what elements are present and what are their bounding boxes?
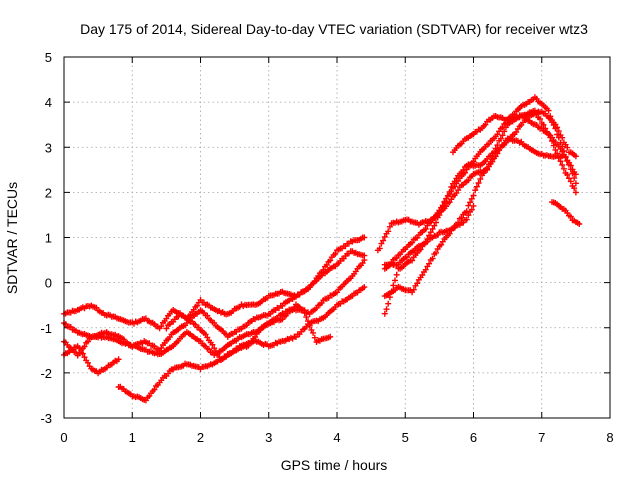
x-tick-label: 0 bbox=[60, 430, 67, 445]
x-tick-label: 2 bbox=[197, 430, 204, 445]
series-track-10 bbox=[381, 135, 566, 300]
y-tick-label: 2 bbox=[45, 185, 52, 200]
y-tick-label: 5 bbox=[45, 50, 52, 65]
y-tick-label: -3 bbox=[40, 411, 52, 426]
x-tick-label: 6 bbox=[470, 430, 477, 445]
x-tick-label: 3 bbox=[265, 430, 272, 445]
series-marks bbox=[381, 135, 566, 300]
x-tick-label: 8 bbox=[606, 430, 613, 445]
series-marks bbox=[381, 107, 579, 317]
series-track-11 bbox=[381, 202, 477, 269]
y-tick-labels: -3 -2 -1 0 1 2 3 4 5 bbox=[40, 50, 52, 426]
x-tick-label: 4 bbox=[333, 430, 340, 445]
plot-frame bbox=[63, 56, 611, 419]
grid bbox=[64, 57, 610, 418]
y-axis-label: SDTVAR / TECUs bbox=[4, 182, 20, 294]
chart-title: Day 175 of 2014, Sidereal Day-to-day VTE… bbox=[80, 21, 588, 37]
series-track-9 bbox=[381, 94, 579, 272]
series-marks bbox=[381, 94, 579, 272]
x-tick-label: 1 bbox=[129, 430, 136, 445]
series-marks bbox=[549, 199, 583, 227]
y-tick-label: 1 bbox=[45, 231, 52, 246]
series-marks bbox=[163, 306, 334, 363]
series-marks bbox=[381, 202, 477, 269]
y-tick-label: 0 bbox=[45, 276, 52, 291]
y-tick-label: -2 bbox=[40, 366, 52, 381]
y-tick-label: -1 bbox=[40, 321, 52, 336]
y-tick-label: 4 bbox=[45, 95, 52, 110]
series-track-6 bbox=[163, 306, 334, 363]
data-marks bbox=[61, 94, 583, 404]
x-axis-label: GPS time / hours bbox=[281, 457, 388, 473]
x-tick-labels: 0 1 2 3 4 5 6 7 8 bbox=[60, 430, 613, 445]
series-track-12 bbox=[450, 112, 579, 178]
series-track-8 bbox=[381, 107, 579, 317]
x-tick-label: 7 bbox=[538, 430, 545, 445]
series-track-13 bbox=[549, 199, 583, 227]
x-tick-label: 5 bbox=[402, 430, 409, 445]
series-marks bbox=[450, 112, 579, 178]
y-tick-label: 3 bbox=[45, 140, 52, 155]
